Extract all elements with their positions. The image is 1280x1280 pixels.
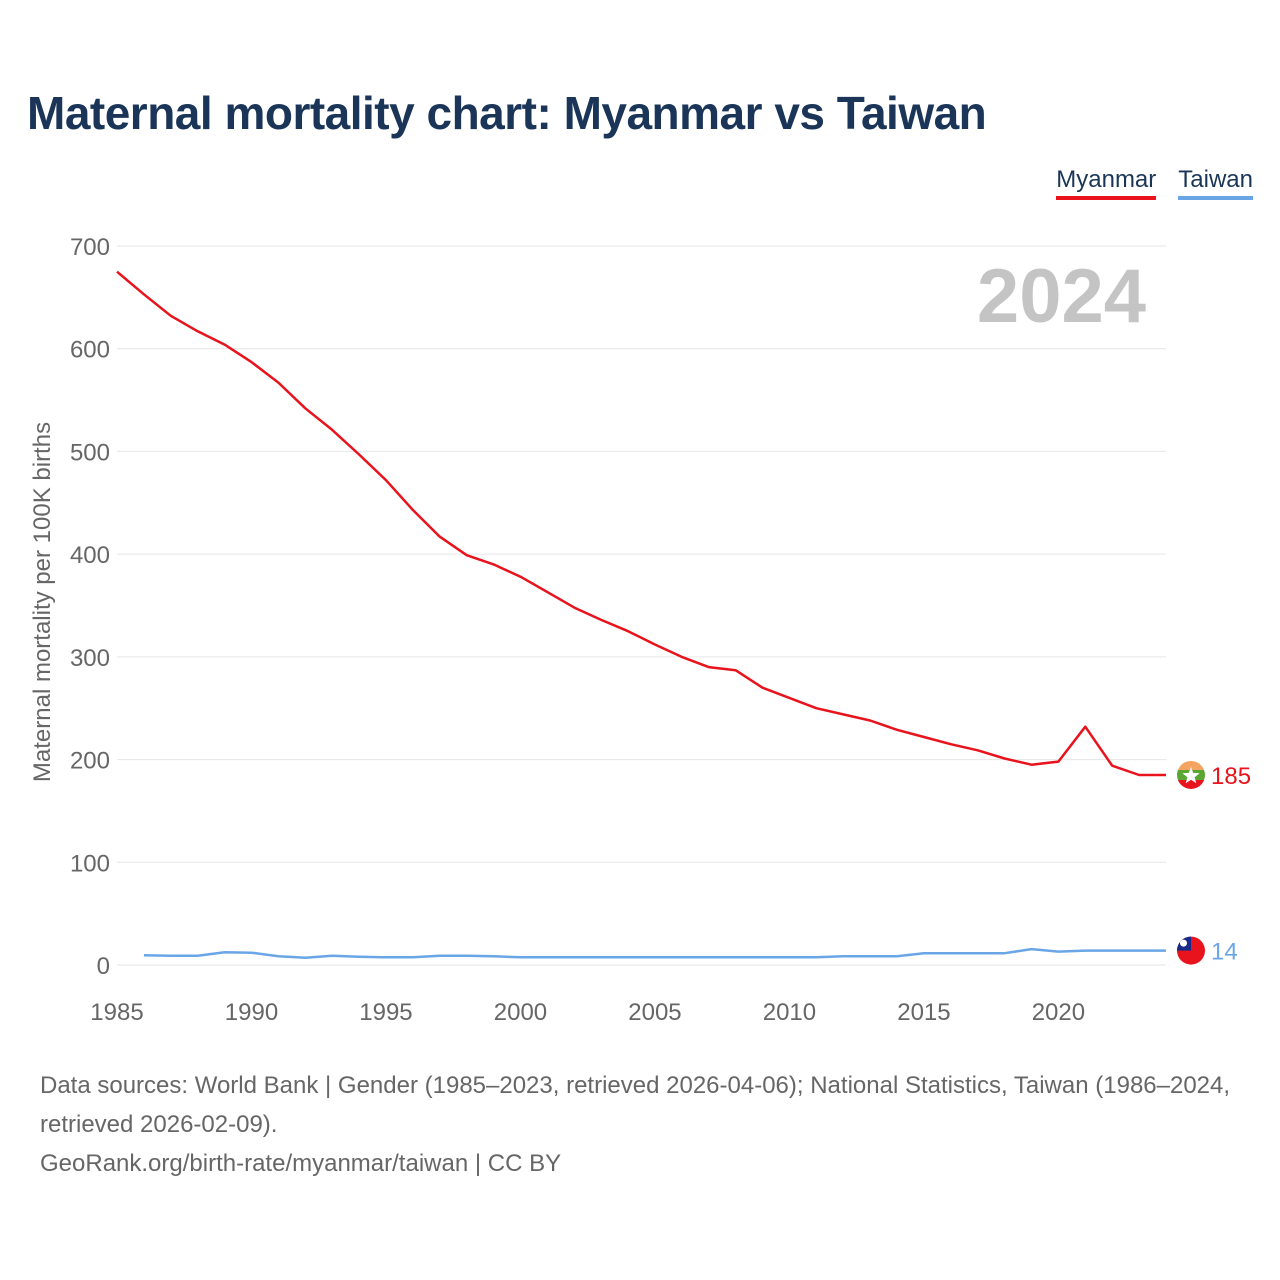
- line-chart: 0 100 200 300 400 500 600 700 1985 1990 1995 2000 2…: [29, 234, 1251, 1026]
- y-tick-label: 700: [70, 234, 110, 261]
- year-watermark: 2024: [977, 254, 1146, 339]
- y-tick-label: 300: [70, 645, 110, 672]
- y-axis-label: Maternal mortality per 100K births: [29, 422, 56, 782]
- data-sources: Data sources: World Bank | Gender (1985–…: [40, 1072, 1231, 1138]
- legend-item-taiwan[interactable]: Taiwan: [1178, 166, 1253, 200]
- legend: Myanmar Taiwan: [1056, 166, 1253, 200]
- series-line-taiwan[interactable]: [143, 947, 1166, 960]
- y-tick-label: 0: [97, 953, 110, 980]
- x-axis-ticks: 1985 1990 1995 2000 2005 2010 2015 2020: [90, 999, 1085, 1026]
- end-value-label-taiwan: 14: [1211, 939, 1238, 966]
- series-line-myanmar[interactable]: [116, 270, 1166, 777]
- credit-link[interactable]: GeoRank.org/birth-rate/myanmar/taiwan | …: [40, 1150, 562, 1177]
- y-tick-label: 200: [70, 748, 110, 775]
- taiwan-flag-icon: [1177, 936, 1205, 965]
- x-tick-label: 2015: [897, 999, 950, 1026]
- x-tick-label: 2000: [494, 999, 547, 1026]
- x-tick-label: 1995: [359, 999, 412, 1026]
- x-tick-label: 1985: [90, 999, 143, 1026]
- chart-title: Maternal mortality chart: Myanmar vs Tai…: [27, 87, 987, 139]
- y-tick-label: 400: [70, 542, 110, 569]
- end-value-label-myanmar: 185: [1211, 763, 1251, 790]
- footer: Data sources: World Bank | Gender (1985–…: [40, 1066, 1250, 1183]
- x-tick-label: 2020: [1032, 999, 1085, 1026]
- y-tick-label: 500: [70, 439, 110, 466]
- myanmar-flag-icon: [1177, 760, 1205, 789]
- series-end-markers: 185 14: [1177, 760, 1251, 966]
- legend-item-myanmar[interactable]: Myanmar: [1056, 166, 1157, 200]
- y-tick-label: 100: [70, 850, 110, 877]
- grid-lines: [117, 245, 1166, 966]
- y-axis-ticks: 0 100 200 300 400 500 600 700: [70, 234, 110, 980]
- x-tick-label: 2005: [628, 999, 681, 1026]
- x-tick-label: 1990: [225, 999, 278, 1026]
- y-tick-label: 600: [70, 337, 110, 364]
- x-tick-label: 2010: [763, 999, 816, 1026]
- series-lines: [116, 270, 1166, 960]
